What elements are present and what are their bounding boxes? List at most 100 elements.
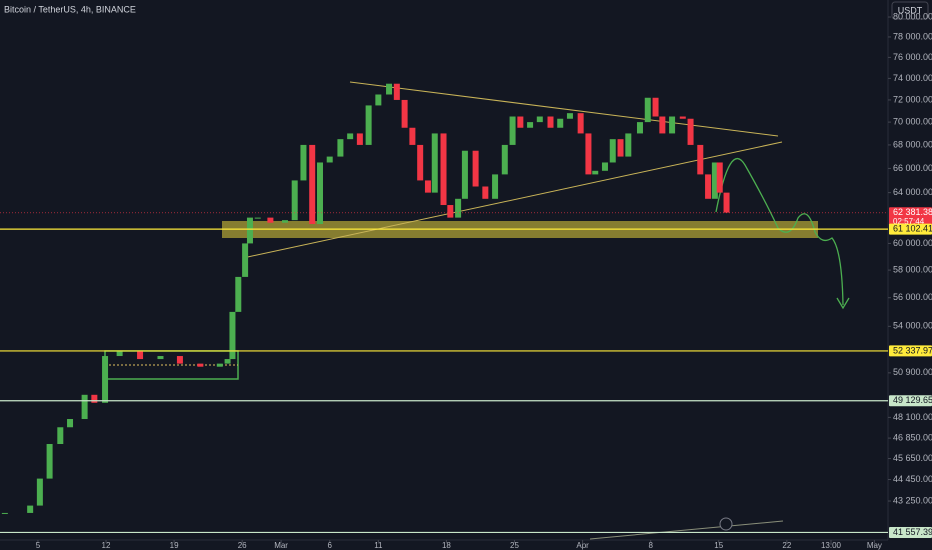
candle xyxy=(137,351,144,360)
candle xyxy=(46,444,53,479)
candle xyxy=(716,162,723,193)
candle xyxy=(609,139,616,163)
x-tick-label: 22 xyxy=(782,541,791,550)
candle xyxy=(229,311,236,360)
price-label: 52 337.97 xyxy=(893,345,932,355)
candle xyxy=(687,118,694,145)
candle xyxy=(157,356,164,360)
x-tick-label: 19 xyxy=(170,541,179,550)
x-tick-label: 26 xyxy=(238,541,247,550)
candle xyxy=(566,113,573,119)
candle xyxy=(461,150,468,199)
y-tick-label: 68 000.00 xyxy=(893,139,932,149)
price-label-box xyxy=(889,207,932,228)
candle xyxy=(547,116,554,128)
candle xyxy=(509,116,516,145)
candle xyxy=(197,363,204,367)
candle xyxy=(246,217,253,244)
candle xyxy=(91,394,98,403)
candle xyxy=(679,116,686,119)
projection-arrow xyxy=(836,297,850,310)
candle xyxy=(81,394,88,420)
candle xyxy=(644,97,651,123)
candle xyxy=(492,174,499,199)
candle xyxy=(326,156,333,163)
y-tick-label: 43 250.00 xyxy=(893,495,932,505)
candle xyxy=(625,133,632,157)
x-tick-label: 5 xyxy=(36,541,41,550)
candle xyxy=(365,105,372,145)
candle xyxy=(431,133,438,193)
candle xyxy=(705,174,712,199)
candle xyxy=(652,97,659,117)
y-tick-label: 74 000.00 xyxy=(893,73,932,83)
candle xyxy=(102,356,109,403)
candle xyxy=(36,478,43,506)
price-label: 61 102.41 xyxy=(893,223,932,233)
candle xyxy=(386,83,393,95)
candle xyxy=(577,113,584,134)
alert-icon xyxy=(719,517,733,531)
candle xyxy=(1,512,8,514)
countdown: 02:57:44 xyxy=(893,217,925,226)
x-tick-label: 13:00 xyxy=(821,541,842,550)
candle xyxy=(267,217,274,223)
projection-path xyxy=(715,158,844,306)
y-tick-label: 46 850.00 xyxy=(893,432,932,442)
candle xyxy=(300,144,307,181)
candle xyxy=(669,116,676,134)
candle xyxy=(401,99,408,128)
x-tick-label: Apr xyxy=(576,541,589,550)
x-tick-label: May xyxy=(867,541,882,550)
y-tick-label: 45 650.00 xyxy=(893,453,932,463)
candle xyxy=(536,116,543,123)
y-tick-label: 56 000.00 xyxy=(893,292,932,302)
candle xyxy=(291,180,298,221)
candle xyxy=(254,217,261,219)
y-tick-label: 78 000.00 xyxy=(893,31,932,41)
candle xyxy=(417,144,424,181)
candle xyxy=(27,505,34,513)
candle xyxy=(723,192,730,213)
candle xyxy=(424,180,431,193)
candle xyxy=(224,359,231,364)
trend-line xyxy=(349,81,779,137)
x-tick-label: 25 xyxy=(510,541,519,550)
y-tick-label: 48 100.00 xyxy=(893,412,932,422)
candle xyxy=(216,363,223,367)
y-tick-label: 76 000.00 xyxy=(893,52,932,62)
candle xyxy=(235,276,242,312)
candle xyxy=(592,170,599,175)
price-label-box xyxy=(889,223,932,235)
y-tick-label: 60 000.00 xyxy=(893,238,932,248)
candle xyxy=(472,150,479,187)
x-tick-label: 6 xyxy=(327,541,332,550)
price-label-box xyxy=(889,395,932,407)
x-tick-label: 8 xyxy=(648,541,653,550)
y-tick-label: 54 000.00 xyxy=(893,321,932,331)
currency-button[interactable] xyxy=(891,1,929,20)
x-tick-label: Mar xyxy=(274,541,288,550)
candle xyxy=(393,83,400,100)
candle xyxy=(455,198,462,218)
indicator-line xyxy=(589,520,784,540)
y-tick-label: 72 000.00 xyxy=(893,94,932,104)
currency-label[interactable]: USDT xyxy=(898,5,923,15)
candle xyxy=(697,144,704,175)
candle xyxy=(617,139,624,157)
x-tick-label: 11 xyxy=(374,541,383,550)
candle xyxy=(356,133,363,145)
y-tick-label: 44 450.00 xyxy=(893,474,932,484)
price-label-box xyxy=(889,526,932,538)
y-tick-label: 64 000.00 xyxy=(893,187,932,197)
candle xyxy=(67,419,74,428)
chart-title: Bitcoin / TetherUS, 4h, BINANCE xyxy=(4,4,136,14)
candle xyxy=(375,94,382,106)
candle xyxy=(309,144,316,224)
y-tick-label: 50 900.00 xyxy=(893,367,932,377)
candle xyxy=(281,220,288,223)
y-tick-label: 80 000.00 xyxy=(893,11,932,21)
